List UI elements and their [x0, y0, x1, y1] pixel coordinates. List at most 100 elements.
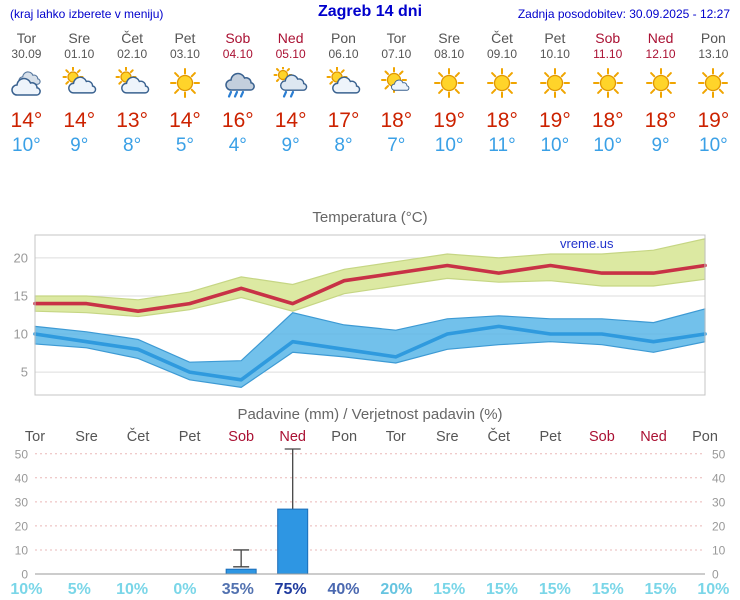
day-date: 08.10 — [434, 47, 465, 61]
temp-min-line — [33, 324, 707, 382]
bar-day-label: Tor — [25, 429, 45, 445]
bar-day-label: Pet — [540, 429, 562, 445]
temp-max-line — [33, 263, 707, 313]
precip-probability: 10% — [697, 581, 730, 598]
day-name: Pet — [174, 30, 196, 46]
partly-icon — [115, 67, 150, 94]
cloud-icon — [391, 79, 410, 91]
day-column: Ned 12.10 — [634, 30, 687, 61]
bar-day-label: Pet — [179, 429, 201, 445]
min-temps-row: 10° 9° 8° 5° 4° 9° 8° 7° 10° 11° 10° 10° 9° 10° — [0, 135, 740, 157]
precip-probability: 15% — [486, 581, 519, 598]
day-date: 01.10 — [64, 47, 95, 61]
temperature-chart: 5 10 15 20 vreme.us — [0, 230, 740, 402]
bar-day-label: Sob — [228, 429, 254, 445]
precip-bar — [277, 508, 309, 575]
day-column: Pet 10.10 — [528, 30, 581, 61]
precip-probability: 10% — [10, 581, 43, 598]
precip-axis-tick-left: 50 — [15, 447, 29, 461]
day-column: Čet 09.10 — [476, 30, 529, 61]
temp-axis-tick: 20 — [14, 250, 28, 265]
bar-day-label: Ned — [279, 429, 306, 445]
precipitation-chart-title: Padavine (mm) / Verjetnost padavin (%) — [237, 406, 503, 423]
precip-probability: 15% — [433, 581, 466, 598]
sun-icon — [592, 68, 623, 98]
day-column: Sre 01.10 — [53, 30, 106, 61]
day-name: Sre — [68, 30, 91, 46]
day-date: 05.10 — [275, 47, 306, 61]
max-temperature: 19° — [697, 109, 730, 132]
raindrops-icon — [282, 90, 294, 98]
weather-icon-cell — [264, 67, 317, 99]
max-temperature: 16° — [221, 109, 254, 132]
min-temperature: 10° — [593, 135, 623, 156]
min-temperature: 10° — [434, 135, 464, 156]
day-column: Sob 04.10 — [211, 30, 264, 61]
day-date: 30.09 — [11, 47, 42, 61]
day-column: Sre 08.10 — [423, 30, 476, 61]
bar-day-label: Sre — [75, 429, 98, 445]
day-name: Ned — [647, 30, 674, 46]
weather-icon-cell — [317, 67, 370, 99]
day-name: Tor — [16, 30, 37, 46]
last-updated: Zadnja posodobitev: 30.09.2025 - 12:27 — [517, 7, 730, 21]
min-temperature: 8° — [123, 135, 142, 156]
rain-icon — [225, 72, 255, 98]
sun-icon — [487, 68, 518, 98]
sunshower-icon — [273, 67, 307, 98]
weather-icon-cell — [423, 67, 476, 99]
precipitation-probability-row: 10% 5% 10% 0% 35% 75% 40% 20% 15% 15% 15% 15% 15% 10% — [0, 581, 740, 599]
sun-icon — [434, 68, 465, 98]
min-temperature: 5° — [175, 135, 195, 156]
precip-probability: 10% — [116, 581, 149, 598]
weather-icon-cell — [581, 67, 634, 99]
bar-day-label: Pon — [331, 429, 357, 445]
weather-icons-row — [0, 67, 740, 99]
cloud-icon — [225, 72, 255, 91]
max-temperature: 17° — [327, 109, 360, 132]
cloud-icon — [279, 74, 307, 91]
weather-icon-cell — [106, 67, 159, 99]
sunny-icon — [169, 68, 200, 98]
sunny-icon — [645, 68, 676, 98]
max-temps-row: 14° 14° 13° 14° 16° 14° 17° 18° 19° 18° 19° 18° 18° 1… — [0, 109, 740, 133]
precip-axis-tick-right: 0 — [712, 568, 719, 580]
min-temperature: 10° — [699, 135, 728, 156]
menu-hint-note: (kraj lahko izberete v meniju) — [10, 7, 164, 21]
day-date: 07.10 — [381, 47, 412, 61]
max-temperature: 14° — [169, 109, 201, 132]
sunny-icon — [434, 68, 465, 98]
precip-probability: 35% — [221, 581, 254, 598]
precipitation-chart: Tor Sre Čet Pet Sob Ned Pon Tor Sre Čet Pet Sob Ned P… — [0, 427, 740, 579]
weather-icon-cell — [687, 67, 740, 99]
precip-axis-tick-right: 10 — [712, 544, 726, 558]
sun-icon — [645, 68, 676, 98]
min-temperature: 10° — [540, 135, 570, 156]
day-date: 11.10 — [593, 47, 623, 61]
sun-icon — [698, 68, 729, 98]
cloud-icon — [121, 76, 150, 94]
precip-axis-tick-right: 20 — [712, 519, 726, 533]
precip-axis-tick-left: 0 — [21, 568, 28, 580]
max-temperature: 18° — [380, 109, 413, 132]
max-temperature: 14° — [63, 109, 96, 132]
precip-probability: 15% — [591, 581, 624, 598]
sunny-icon — [592, 68, 623, 98]
raindrops-icon — [227, 90, 244, 98]
day-name: Čet — [491, 30, 513, 46]
day-column: Tor 07.10 — [370, 30, 423, 61]
min-temperature: 9° — [651, 135, 670, 156]
precip-axis-tick-right: 30 — [712, 495, 726, 509]
precip-axis-tick-left: 10 — [15, 544, 29, 558]
mostlysunny-icon — [381, 67, 410, 93]
precip-axis-tick-left: 40 — [15, 471, 29, 485]
min-temperature: 11° — [488, 135, 516, 156]
max-temperature: 13° — [116, 109, 148, 132]
precip-axis-tick-left: 30 — [15, 495, 29, 509]
days-row: Tor 30.09 Sre 01.10 Čet 02.10 Pet 03.10 Sob 04.10… — [0, 30, 740, 61]
max-temperature: 19° — [538, 109, 571, 132]
partly-icon — [62, 67, 97, 94]
max-temperature: 14° — [10, 109, 43, 132]
partly-icon — [326, 67, 361, 94]
day-column: Sob 11.10 — [581, 30, 634, 61]
